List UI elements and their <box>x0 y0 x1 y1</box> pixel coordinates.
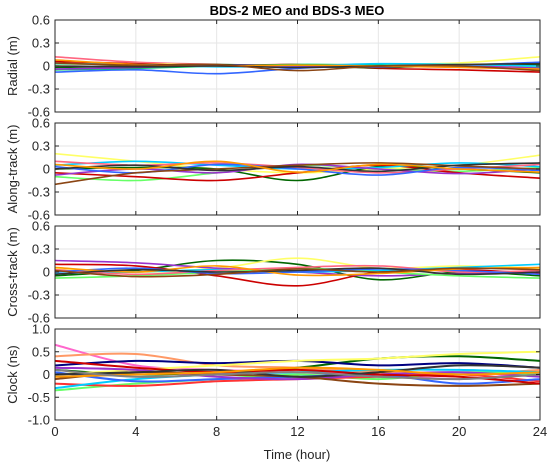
x-tick-label: 0 <box>51 424 58 439</box>
series-line-12 <box>55 359 540 385</box>
y-tick-label: 0 <box>43 59 50 74</box>
series-line-10 <box>55 62 540 69</box>
series-group <box>55 152 540 186</box>
y-tick-label: 0.5 <box>32 344 50 359</box>
series-line-10 <box>55 162 540 173</box>
panel-3: 0.6 0.3 0 -0.3 -0.6 Cross-track (m) <box>5 219 541 326</box>
y-tick-label: 0.3 <box>32 139 50 154</box>
y-tick-label: 0 <box>43 162 50 177</box>
series-group <box>55 56 540 75</box>
x-tick-label: 16 <box>371 424 385 439</box>
y-tick-label: -0.3 <box>28 185 50 200</box>
y-tick-label: 0.3 <box>32 36 50 51</box>
y-tick-label: -0.3 <box>28 82 50 97</box>
series-line-10 <box>55 366 540 381</box>
y-tick-label: -0.5 <box>28 390 50 405</box>
chart-title: BDS-2 MEO and BDS-3 MEO <box>210 3 385 18</box>
y-tick-label: 0 <box>43 265 50 280</box>
y-tick-label: 0 <box>43 367 50 382</box>
panel-1: 0.6 0.3 0 -0.3 -0.6 Radial (m) <box>5 13 541 120</box>
y-tick-label: 0.6 <box>32 219 50 234</box>
x-tick-label: 4 <box>132 424 139 439</box>
panel-2: 0.6 0.3 0 -0.3 -0.6 Along-track (m) <box>5 116 541 223</box>
x-tick-label: 12 <box>290 424 304 439</box>
y-tick-label: 1.0 <box>32 322 50 337</box>
y-tick-label: 0.6 <box>32 13 50 28</box>
panels: 0.6 0.3 0 -0.3 -0.6 Radial (m) 0.6 0.3 0 -0.3 -0.6… <box>5 13 547 440</box>
y-tick-label: -1.0 <box>28 413 50 428</box>
x-tick-label: 20 <box>452 424 466 439</box>
series-line-10 <box>55 267 540 276</box>
series-group <box>55 257 540 287</box>
y-tick-label: 0.6 <box>32 116 50 131</box>
series-line-15 <box>55 368 540 381</box>
series-line-11 <box>55 267 540 278</box>
y-tick-label: -0.3 <box>28 288 50 303</box>
series-line-14 <box>55 366 540 378</box>
series-line-11 <box>55 62 540 72</box>
y-axis-label: Along-track (m) <box>5 125 20 214</box>
x-tick-label: 24 <box>533 424 547 439</box>
series-line-7 <box>55 264 540 276</box>
y-axis-label: Cross-track (m) <box>5 227 20 317</box>
y-tick-label: -0.6 <box>28 105 50 120</box>
series-line-8 <box>55 267 540 276</box>
series-line-11 <box>55 160 540 173</box>
y-axis-label: Radial (m) <box>5 36 20 96</box>
x-tick-label: 8 <box>213 424 220 439</box>
y-axis-label: Clock (ns) <box>5 345 20 404</box>
y-tick-label: 0.3 <box>32 242 50 257</box>
series-line-13 <box>55 364 540 378</box>
y-tick-label: -0.6 <box>28 208 50 223</box>
y-tick-label: -0.6 <box>28 311 50 326</box>
x-axis-label: Time (hour) <box>264 447 331 462</box>
series-group <box>55 343 540 392</box>
